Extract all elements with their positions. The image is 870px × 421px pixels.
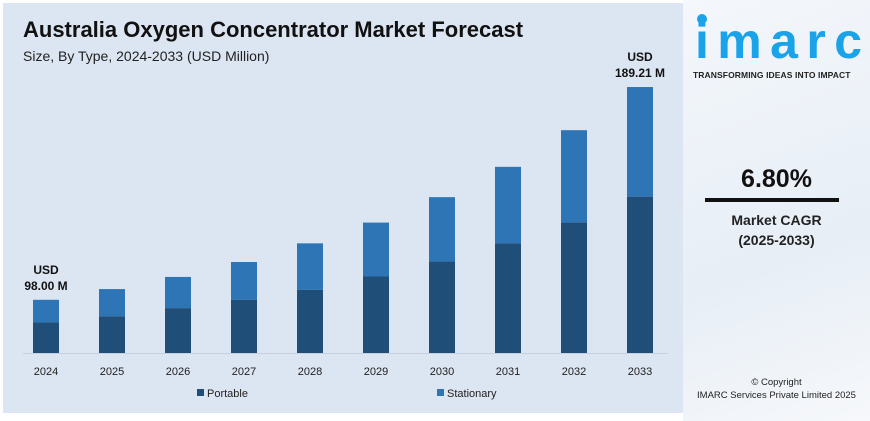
x-tick-label: 2031 xyxy=(496,366,520,378)
bar-stationary-2029 xyxy=(363,222,389,277)
legend-label-stationary: Stationary xyxy=(447,388,497,400)
copyright-text: © Copyright xyxy=(751,377,802,388)
bar-portable-2033 xyxy=(627,196,653,353)
imarc-logo: imarc xyxy=(695,13,862,62)
bar-stationary-2033 xyxy=(627,87,653,197)
bar-stationary-2026 xyxy=(165,276,191,309)
legend-swatch-portable xyxy=(197,389,204,396)
x-tick-label: 2024 xyxy=(34,366,58,378)
bar-portable-2027 xyxy=(231,299,257,353)
bar-portable-2026 xyxy=(165,308,191,353)
x-tick-label: 2026 xyxy=(166,366,190,378)
x-tick-label: 2033 xyxy=(628,366,652,378)
bar-stationary-2030 xyxy=(429,197,455,262)
bar-stationary-2031 xyxy=(495,166,521,244)
legend-swatch-stationary xyxy=(437,389,444,396)
x-tick-label: 2029 xyxy=(364,366,388,378)
bar-portable-2030 xyxy=(429,261,455,353)
x-tick-label: 2030 xyxy=(430,366,454,378)
annotation-currency: USD xyxy=(627,50,653,64)
x-tick-label: 2027 xyxy=(232,366,256,378)
annotation-value: 98.00 M xyxy=(24,279,67,293)
divider xyxy=(705,198,839,202)
bar-portable-2029 xyxy=(363,276,389,353)
bar-portable-2032 xyxy=(561,222,587,353)
chart-subtitle: Size, By Type, 2024-2033 (USD Million) xyxy=(23,48,270,64)
cagr-period: (2025-2033) xyxy=(738,232,815,248)
bar-chart: 2024 2025 2026 2027 2028 2029 2030 2031 2032 2033… xyxy=(23,50,668,400)
bar-stationary-2028 xyxy=(297,243,323,290)
x-tick-label: 2028 xyxy=(298,366,322,378)
bar-portable-2031 xyxy=(495,243,521,353)
bar-portable-2024 xyxy=(33,322,59,353)
bar-stationary-2032 xyxy=(561,130,587,223)
bar-portable-2028 xyxy=(297,289,323,353)
tagline: TRANSFORMING IDEAS INTO IMPACT xyxy=(693,70,851,80)
legend-label-portable: Portable xyxy=(207,388,248,400)
cagr-label-text: Market CAGR xyxy=(731,212,822,228)
chart-title: Australia Oxygen Concentrator Market For… xyxy=(23,17,524,42)
bar-portable-2025 xyxy=(99,316,125,353)
bar-stationary-2025 xyxy=(99,289,125,317)
chart-panel: 2024 2025 2026 2027 2028 2029 2030 2031 2032 2033… xyxy=(3,3,683,413)
svg-text:imarc: imarc xyxy=(695,13,861,62)
bar-stationary-2024 xyxy=(33,299,59,323)
copyright: © Copyright IMARC Services Private Limit… xyxy=(683,376,870,402)
x-tick-label: 2032 xyxy=(562,366,586,378)
annotation-currency: USD xyxy=(33,263,59,277)
side-panel: imarc TRANSFORMING IDEAS INTO IMPACT 6.8… xyxy=(683,0,870,421)
bar-stationary-2027 xyxy=(231,262,257,300)
cagr-label: Market CAGR (2025-2033) xyxy=(683,210,870,250)
company-name: IMARC Services Private Limited 2025 xyxy=(697,390,856,401)
cagr-value: 6.80% xyxy=(741,165,812,193)
annotation-value: 189.21 M xyxy=(615,66,665,80)
x-tick-label: 2025 xyxy=(100,366,124,378)
